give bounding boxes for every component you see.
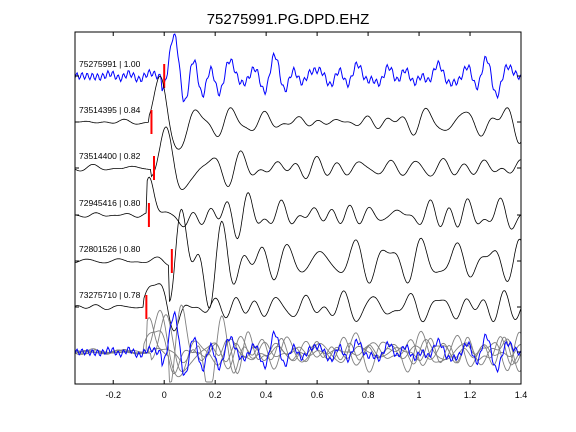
trace-line: [74, 75, 522, 150]
trace-line: [74, 283, 522, 332]
trace-label: 72801526 | 0.80: [79, 244, 141, 254]
stack-trace: [74, 309, 522, 378]
x-tick-label: 0.4: [260, 390, 273, 400]
plot-area: 75275991 | 1.00 73514395 | 0.84 73514400 |…: [74, 33, 522, 383]
stack-reference-trace: [74, 310, 522, 377]
stack-trace: [74, 317, 522, 375]
trace-line: [74, 176, 522, 240]
x-tick-label: 0: [162, 390, 167, 400]
x-tick-label: 1.4: [515, 390, 528, 400]
trace-line: [74, 126, 521, 191]
x-tick-label: -0.2: [105, 390, 121, 400]
x-tick-label: 1: [417, 390, 422, 400]
axes-frame: [74, 31, 522, 385]
stack-trace: [74, 314, 522, 373]
x-tick-label: 0.2: [209, 390, 222, 400]
stack-trace: [74, 330, 522, 375]
x-axis: -0.2 0 0.2 0.4 0.6 0.8 1 1.2 1.4: [105, 32, 527, 400]
y-axis-ticks: [75, 75, 521, 353]
trace-line: [74, 208, 522, 309]
trace-line: [74, 33, 522, 103]
trace-label: 73275710 | 0.78: [79, 290, 141, 300]
x-tick-label: 0.8: [362, 390, 375, 400]
trace-label: 72945416 | 0.80: [79, 198, 141, 208]
x-tick-label: 0.6: [311, 390, 324, 400]
x-tick-label: 1.2: [464, 390, 477, 400]
trace-label: 73514400 | 0.82: [79, 151, 141, 161]
chart-title: 75275991.PG.DPD.EHZ: [207, 11, 370, 28]
trace-label: 75275991 | 1.00: [79, 59, 141, 69]
trace-label: 73514395 | 0.84: [79, 105, 141, 115]
stack-trace: [74, 304, 522, 383]
